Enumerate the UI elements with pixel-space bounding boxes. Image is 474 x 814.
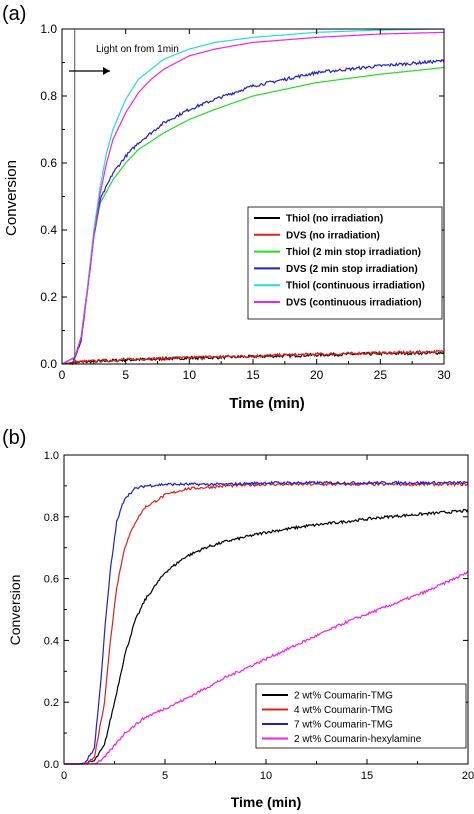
legend: Thiol (no irradiation) DVS (no irradiatio… (247, 206, 443, 320)
series-line-1-2 (64, 480, 469, 765)
chart-panel-0: 0 5 10 15 20 25 30 0.0 0.2 0.4 0.6 0.8 1.0 Thiol (no … (40, 22, 451, 382)
x-tick-label: 20 (310, 368, 324, 382)
x-tick-label: 30 (437, 368, 451, 382)
legend-label: 7 wt% Coumarin-TMG (294, 720, 393, 731)
x-tick-label: 5 (162, 770, 168, 782)
y-tick-label: 1.0 (40, 22, 57, 36)
y-tick-label: 0.6 (40, 156, 57, 170)
legend-box (255, 683, 467, 749)
y-tick-label: 0.4 (44, 635, 59, 647)
legend-label: Thiol (no irradiation) (286, 214, 383, 225)
y-tick-label: 0.8 (40, 89, 57, 103)
y-tick-label: 0.2 (44, 697, 59, 709)
x-tick-label: 25 (374, 368, 388, 382)
x-tick-label: 0 (61, 770, 67, 782)
legend-label: DVS (continuous irradiation) (286, 298, 422, 309)
legend-label: 2 wt% Coumarin-TMG (294, 691, 393, 702)
legend: 2 wt% Coumarin-TMG 4 wt% Coumarin-TMG 7 wt… (255, 683, 467, 749)
y-tick-label: 0.0 (40, 357, 57, 371)
chart-panel-1: 0 5 10 15 20 0.0 0.2 0.4 0.6 0.8 1.0 2 wt% Coumarin… (44, 450, 474, 782)
y-tick-label: 0.4 (40, 223, 57, 237)
panel-a-ylabel: Conversion (3, 160, 20, 236)
y-tick-label: 0.2 (40, 290, 57, 304)
y-tick-label: 0.8 (44, 512, 59, 524)
x-tick-label: 5 (122, 368, 129, 382)
panel-a-annotation: Light on from 1min (96, 44, 179, 55)
legend-label: 2 wt% Coumarin-hexylamine (294, 734, 422, 745)
legend-box (247, 206, 443, 320)
x-tick-label: 15 (361, 770, 373, 782)
panel-b-ylabel: Conversion (7, 575, 23, 646)
y-tick-label: 0.0 (44, 759, 59, 771)
legend-label: DVS (no irradiation) (286, 230, 380, 241)
series-line-1-0 (64, 508, 469, 765)
panel-b-label: (b) (2, 427, 26, 449)
x-tick-label: 10 (260, 770, 272, 782)
x-tick-label: 10 (183, 368, 197, 382)
x-tick-label: 15 (246, 368, 260, 382)
legend-label: Thiol (continuous irradiation) (286, 281, 425, 292)
legend-label: DVS (2 min stop irradiation) (286, 264, 418, 275)
x-tick-label: 0 (59, 368, 66, 382)
series-line-0-2 (61, 66, 445, 365)
legend-label: 4 wt% Coumarin-TMG (294, 705, 393, 716)
y-tick-label: 1.0 (44, 450, 59, 462)
arrow-head-icon (103, 67, 110, 75)
legend-label: Thiol (2 min stop irradiation) (286, 247, 421, 258)
x-tick-label: 20 (462, 770, 474, 782)
y-tick-label: 0.6 (44, 574, 59, 586)
panel-b-xlabel: Time (min) (231, 794, 302, 810)
series-line-1-3 (64, 570, 469, 765)
panel-a-label: (a) (2, 3, 26, 25)
panel-a-xlabel: Time (min) (229, 395, 305, 412)
series-line-0-3 (61, 59, 445, 365)
